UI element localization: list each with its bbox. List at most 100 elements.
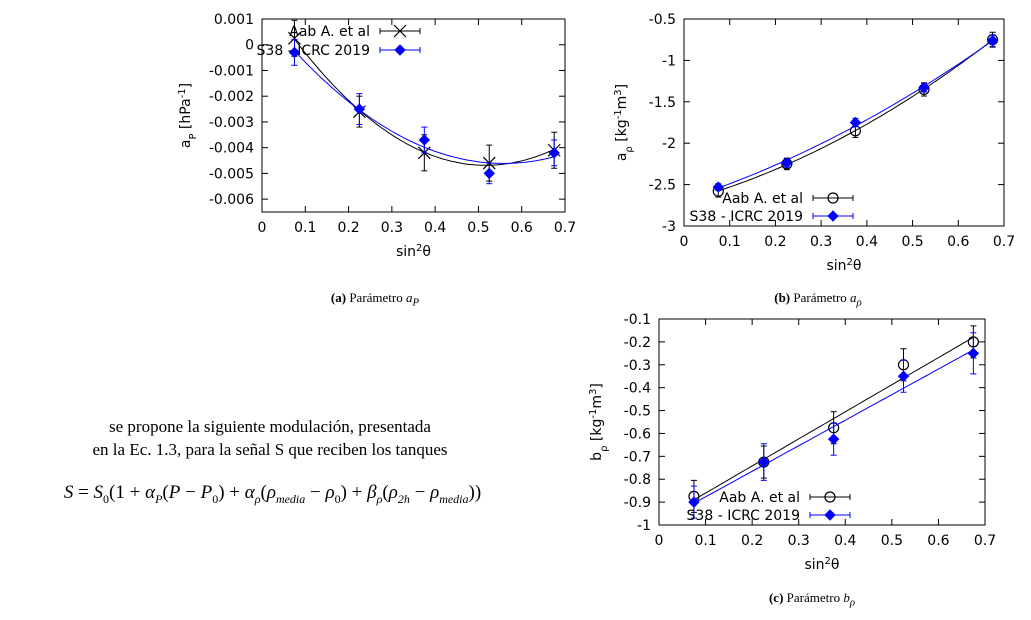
x-tick-label: 0.1 (294, 220, 316, 236)
x-tick-label: 0.7 (554, 220, 576, 236)
y-tick-label: -0.5 (624, 404, 651, 420)
data-point (897, 370, 910, 382)
legend-label: Aab A. et al (289, 24, 370, 40)
data-point (986, 34, 999, 47)
x-tick-label: 0.7 (993, 234, 1015, 250)
x-tick-label: 0.5 (467, 220, 489, 236)
x-tick-label: 0.5 (881, 533, 903, 549)
plot-frame (261, 18, 566, 213)
caption-b: (b) Parámetro aρ (774, 290, 862, 309)
data-point (918, 82, 930, 94)
legend-label: Aab A. et al (719, 490, 800, 506)
caption-a-label: (a) (330, 290, 347, 305)
y-tick-label: -0.001 (209, 63, 254, 79)
legend-marker (394, 44, 406, 56)
body-text-line-1: se propone la siguiente modulación, pres… (109, 417, 431, 436)
x-tick-label: 0 (680, 234, 689, 250)
x-tick-label: 0.4 (424, 220, 446, 236)
caption-a-symbol: a (405, 290, 413, 305)
caption-b-symbol: a (850, 290, 857, 305)
legend-label: S38 - ICRC 2019 (687, 508, 800, 524)
data-point (781, 157, 793, 169)
data-point (418, 134, 431, 146)
caption-c-symbol: b (843, 590, 850, 605)
y-tick-label: 0 (245, 38, 254, 54)
x-tick-label: 0.6 (947, 234, 969, 250)
x-tick-label: 0.7 (974, 533, 996, 549)
data-point (967, 347, 980, 360)
x-axis-label: sin2θ (396, 243, 431, 261)
data-point (288, 31, 301, 45)
x-tick-label: 0 (258, 220, 267, 236)
legend-marker (824, 491, 836, 503)
x-axis-label: sin2θ (826, 257, 861, 275)
x-tick-label: 0.3 (381, 220, 403, 236)
y-tick-label: -0.8 (624, 472, 651, 488)
data-point (353, 103, 366, 115)
data-point (712, 181, 724, 193)
caption-c-text: Parámetro (786, 590, 841, 605)
y-axis-label: aP [hPa-1] (177, 83, 199, 148)
legend-marker (827, 192, 839, 204)
x-tick-label: 0.1 (719, 234, 741, 250)
y-axis-label: aρ [kg-1m3] (613, 84, 635, 161)
caption-a-text: Parámetro (349, 290, 403, 305)
data-point (688, 496, 700, 508)
data-point (483, 167, 495, 180)
y-tick-label: -0.5 (649, 12, 676, 28)
x-tick-label: 0.4 (856, 234, 878, 250)
plot-frame (658, 318, 986, 526)
legend-marker (824, 509, 836, 521)
y-tick-label: -1.5 (649, 95, 676, 111)
data-point (827, 433, 840, 445)
caption-a-sub: P (412, 296, 420, 309)
legend-label: Aab A. et al (722, 191, 803, 207)
x-axis-label: sin2θ (804, 556, 839, 574)
x-tick-label: 0.6 (927, 533, 949, 549)
marker-stroke (288, 31, 301, 45)
x-tick-label: 0.1 (694, 533, 716, 549)
y-tick-label: -0.4 (624, 381, 651, 397)
body-text-line-2: en la Ec. 1.3, para la señal S que recib… (92, 440, 448, 459)
x-tick-label: 0.5 (901, 234, 923, 250)
caption-b-sub: ρ (856, 296, 862, 309)
marker-stroke (393, 24, 407, 38)
y-tick-label: -0.002 (209, 89, 254, 105)
y-tick-label: -0.003 (209, 115, 254, 131)
y-tick-label: -2 (662, 136, 676, 152)
legend-label: S38 - ICRC 2019 (257, 43, 370, 59)
y-tick-label: 0.001 (214, 12, 254, 28)
y-tick-label: -0.2 (624, 335, 651, 351)
y-tick-label: -0.3 (624, 358, 651, 374)
caption-c: (c) Parámetro bρ (769, 590, 855, 609)
legend-marker (827, 210, 839, 222)
x-tick-label: 0 (655, 533, 664, 549)
y-axis-label: bρ [kg-1m3] (588, 383, 610, 461)
y-tick-label: -0.6 (624, 426, 651, 442)
data-point (849, 116, 862, 129)
x-tick-label: 0.2 (764, 234, 786, 250)
caption-c-sub: ρ (849, 596, 856, 609)
data-point (758, 456, 770, 468)
y-tick-label: -0.1 (624, 312, 651, 328)
caption-c-label: (c) (768, 590, 784, 605)
y-tick-label: -1 (637, 518, 651, 534)
caption-a: (a) Parámetro aP (331, 290, 419, 309)
x-tick-label: 0.6 (511, 220, 533, 236)
x-tick-label: 0.4 (834, 533, 856, 549)
legend-label: S38 - ICRC 2019 (690, 209, 803, 225)
x-tick-label: 0.2 (337, 220, 359, 236)
legend-marker (393, 24, 407, 38)
y-tick-label: -0.005 (209, 166, 254, 182)
caption-b-label: (b) (774, 290, 791, 305)
y-tick-label: -1 (662, 53, 676, 69)
y-tick-label: -0.9 (624, 495, 651, 511)
data-point (548, 147, 560, 159)
x-tick-label: 0.2 (741, 533, 763, 549)
y-tick-label: -2.5 (649, 178, 676, 194)
plot-frame (683, 18, 1005, 227)
y-tick-label: -0.004 (209, 141, 254, 157)
